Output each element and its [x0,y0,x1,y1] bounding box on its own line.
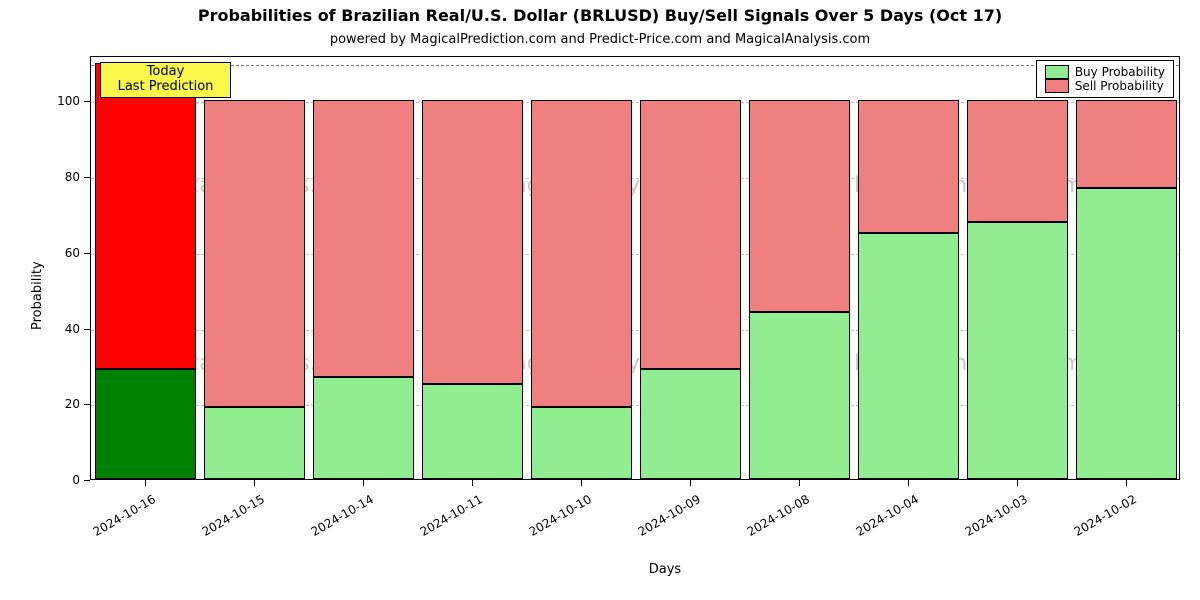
y-tick [84,177,90,178]
bar-buy [95,369,195,479]
bar-slot [204,55,304,479]
y-tick-label: 40 [40,322,80,336]
bar-sell [967,100,1067,221]
bar-buy [204,407,304,479]
bar-buy [640,369,740,479]
bar-sell [640,100,740,369]
x-tick [1126,480,1127,486]
callout-line1: Today [105,65,225,80]
x-tick-label: 2024-10-16 [67,492,157,552]
legend-label-sell: Sell Probability [1075,79,1164,93]
x-axis-label: Days [565,562,765,577]
bar-slot [313,55,413,479]
x-tick-label: 2024-10-08 [721,492,811,552]
bar-buy [1076,188,1176,480]
bar-sell [95,63,195,370]
today-callout: Today Last Prediction [100,62,230,98]
y-tick-label: 20 [40,397,80,411]
y-tick-label: 60 [40,246,80,260]
bar-sell [749,100,849,312]
bar-buy [749,312,849,479]
callout-line2: Last Prediction [105,80,225,95]
bar-slot [1076,55,1176,479]
x-tick-label: 2024-10-02 [1048,492,1138,552]
x-tick [799,480,800,486]
chart-container: Probabilities of Brazilian Real/U.S. Dol… [0,0,1200,600]
x-tick [1017,480,1018,486]
bar-sell [858,100,958,233]
x-tick-label: 2024-10-15 [176,492,266,552]
y-tick-label: 80 [40,170,80,184]
bar-sell [204,100,304,407]
legend-entry-sell: Sell Probability [1045,79,1165,93]
bar-slot [422,55,522,479]
x-tick [581,480,582,486]
bar-buy [531,407,631,479]
y-tick-label: 0 [40,473,80,487]
x-tick [254,480,255,486]
y-axis-label: Probability [30,261,45,330]
y-tick [84,101,90,102]
x-tick [472,480,473,486]
bar-buy [967,222,1067,479]
bar-sell [313,100,413,376]
legend-swatch-sell [1045,79,1069,93]
legend-label-buy: Buy Probability [1075,65,1165,79]
x-tick-label: 2024-10-14 [285,492,375,552]
y-tick [84,404,90,405]
x-tick-label: 2024-10-10 [503,492,593,552]
legend-entry-buy: Buy Probability [1045,65,1165,79]
x-tick [363,480,364,486]
chart-subtitle: powered by MagicalPrediction.com and Pre… [0,32,1200,47]
bar-slot [967,55,1067,479]
bar-slot [640,55,740,479]
bar-buy [858,233,958,479]
y-tick [84,480,90,481]
x-tick [145,480,146,486]
bar-sell [422,100,522,384]
bar-slot [95,55,195,479]
legend-swatch-buy [1045,65,1069,79]
y-tick [84,253,90,254]
bar-buy [422,384,522,479]
bar-sell [1076,100,1176,187]
x-tick-label: 2024-10-03 [939,492,1029,552]
bar-sell [531,100,631,407]
x-tick-label: 2024-10-11 [394,492,484,552]
x-tick-label: 2024-10-09 [612,492,702,552]
bar-buy [313,377,413,479]
legend: Buy Probability Sell Probability [1036,60,1174,98]
x-tick [908,480,909,486]
y-tick [84,329,90,330]
bar-slot [749,55,849,479]
y-tick-label: 100 [40,94,80,108]
x-tick [690,480,691,486]
bar-slot [531,55,631,479]
plot-area: MagicalAnalysis.comMagicalAnalysis.comMa… [90,56,1180,480]
bar-slot [858,55,958,479]
x-tick-label: 2024-10-04 [830,492,920,552]
chart-title: Probabilities of Brazilian Real/U.S. Dol… [0,6,1200,25]
